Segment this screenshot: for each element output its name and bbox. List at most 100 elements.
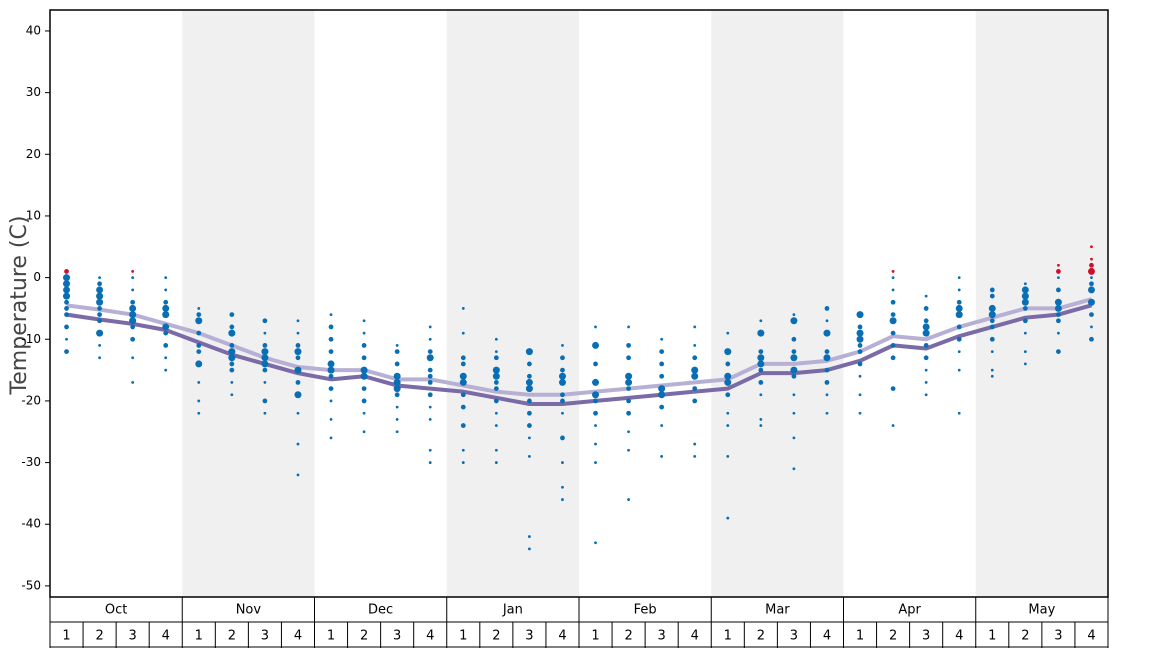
week-label: 1 [856, 629, 864, 644]
temp-dot [857, 324, 863, 330]
temp-dot [625, 378, 633, 386]
temp-dot [956, 336, 962, 342]
trend-line [66, 303, 1093, 407]
temp-dot [692, 386, 698, 391]
temp-dot [229, 343, 235, 348]
temp-dot [561, 485, 564, 489]
temp-dot [989, 293, 995, 299]
month-band [975, 10, 1108, 597]
temp-dot [592, 378, 600, 386]
temp-dot [627, 430, 630, 434]
y-tick-label: 10 [26, 208, 41, 222]
temp-dot [493, 386, 499, 391]
temp-dot [96, 329, 104, 337]
temp-dot [989, 318, 995, 324]
temp-dot [428, 325, 432, 329]
temp-dot [1021, 292, 1029, 300]
temp-dot [395, 430, 399, 434]
temp-dot [461, 461, 465, 464]
temp-dot [329, 313, 333, 316]
temp-dot [228, 329, 236, 337]
temp-dot [891, 288, 895, 292]
month-label: May [1028, 603, 1055, 618]
temp-dot [791, 373, 797, 379]
week-label: 2 [95, 629, 103, 644]
temp-dot [527, 410, 532, 416]
temp-dot [692, 398, 698, 404]
temp-dot [494, 337, 498, 341]
temp-dot [428, 461, 432, 464]
temp-dot [361, 355, 367, 361]
temp-dot [428, 337, 432, 341]
temp-dot [229, 324, 235, 330]
temp-dot [1057, 276, 1060, 280]
temp-dot [1023, 331, 1027, 335]
temp-dot [1022, 306, 1028, 311]
temp-dot [561, 344, 564, 347]
week-label: 1 [724, 629, 732, 644]
temp-dot [660, 455, 664, 458]
temp-dot [296, 442, 300, 446]
temp-dot [296, 411, 300, 415]
temp-dot [627, 498, 630, 501]
temp-dot [989, 287, 995, 293]
temp-dot [725, 361, 731, 367]
temp-dot [131, 381, 135, 384]
temp-dot [295, 380, 301, 385]
temp-dot [988, 311, 996, 319]
temp-dot [361, 398, 367, 404]
temp-dot [96, 298, 104, 306]
temp-dot [561, 461, 564, 464]
temp-dot [261, 360, 269, 368]
temp-dot [131, 356, 135, 360]
temp-dot [229, 312, 235, 317]
temp-dot [64, 312, 69, 317]
week-label: 1 [591, 629, 599, 644]
temp-dot [494, 424, 498, 427]
temp-dot [426, 354, 434, 362]
temp-dot [924, 294, 928, 298]
temp-dot [1089, 312, 1094, 317]
temp-dot [726, 411, 730, 415]
temp-dot [428, 448, 432, 452]
temp-dot [263, 331, 267, 335]
week-label: 2 [624, 629, 632, 644]
temp-dot [625, 372, 633, 380]
week-label: 4 [294, 629, 302, 644]
temp-dot [393, 385, 401, 393]
week-label: 2 [1021, 629, 1029, 644]
temp-dot [362, 430, 366, 434]
temp-dot [64, 324, 69, 330]
week-label: 2 [228, 629, 236, 644]
temp-dot [427, 380, 433, 385]
temp-dot [627, 325, 630, 329]
temp-dot [394, 392, 400, 398]
temp-dot [922, 329, 930, 337]
week-label: 3 [658, 629, 666, 644]
temp-dot [262, 398, 268, 404]
temp-dot [990, 350, 994, 353]
temp-dot [891, 270, 895, 273]
month-label: Apr [898, 603, 921, 618]
temp-dot [856, 335, 864, 343]
temp-dot [823, 329, 831, 337]
temp-dot [1057, 263, 1060, 267]
temp-dot [197, 381, 201, 384]
temp-dot [195, 360, 203, 368]
temp-dot [64, 306, 69, 311]
temp-dot [1021, 298, 1029, 306]
temp-dot [197, 399, 201, 403]
temp-dot [361, 343, 367, 348]
temp-dot [525, 378, 533, 386]
temp-dot [329, 436, 333, 440]
temp-dot [294, 348, 302, 356]
temp-dot [824, 367, 830, 373]
temp-dot [790, 366, 798, 374]
temp-dot [792, 313, 796, 316]
week-label: 1 [459, 629, 467, 644]
temp-dot [428, 405, 432, 409]
y-tick-label: 0 [33, 270, 41, 284]
temp-dot [1023, 282, 1027, 286]
y-tick-label: 20 [26, 147, 41, 161]
temp-dot [329, 418, 333, 421]
